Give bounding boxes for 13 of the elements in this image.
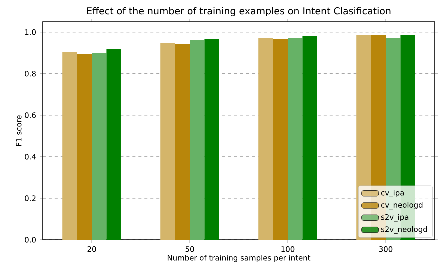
bar [302, 36, 318, 240]
bar [175, 44, 190, 240]
bar [258, 38, 274, 240]
bar [62, 52, 78, 240]
bar [160, 43, 176, 240]
bar [204, 39, 220, 240]
chart-title: Effect of the number of training examples on Intent Clasification [87, 7, 391, 16]
bar [190, 40, 205, 240]
bar [77, 54, 92, 240]
bar [273, 39, 288, 240]
bar [288, 38, 303, 240]
bar [106, 49, 122, 240]
bar [92, 53, 107, 240]
